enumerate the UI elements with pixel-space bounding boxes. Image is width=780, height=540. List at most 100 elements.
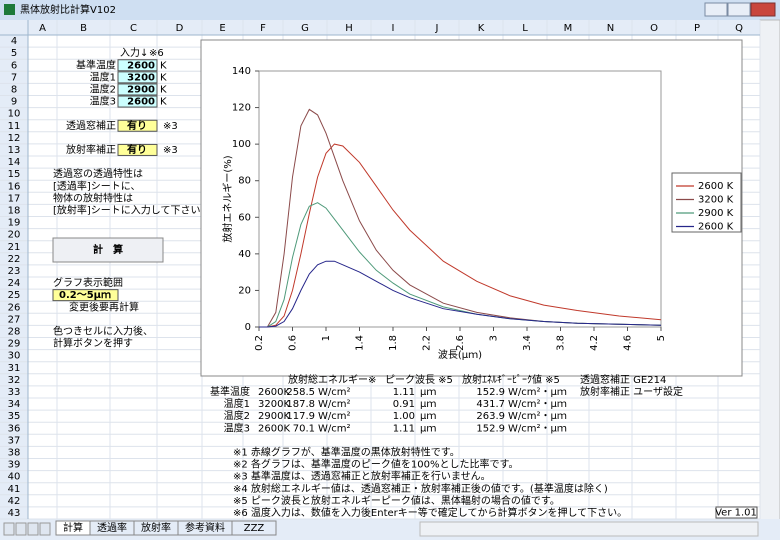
minimize-button[interactable] (704, 2, 728, 17)
sheet-tab[interactable] (231, 520, 277, 536)
results-header: 放射ｴﾈﾙｷﾞｰﾋﾟｰｸ値 ※5 (462, 373, 560, 386)
y-tick-label: 0 (245, 322, 251, 333)
y-tick-label: 140 (232, 66, 251, 77)
graph-range-value: 0.2～5μｍ (59, 290, 111, 301)
result-peak-value: 431.7 (476, 399, 505, 410)
column-letter: L (522, 23, 528, 34)
result-peak-value: 152.9 (476, 423, 505, 434)
tab-nav-button[interactable] (27, 522, 39, 536)
row-number: 24 (8, 278, 21, 289)
setting-label: 放射率補正 (66, 143, 116, 156)
setting-note: ※3 (163, 145, 178, 156)
input-cell[interactable] (117, 71, 158, 84)
legend-label: 2600 K (698, 222, 734, 233)
x-tick-label: 5 (656, 335, 667, 341)
x-tick-label: 1.8 (388, 335, 399, 351)
input-value: 2900 (127, 84, 155, 95)
result-temp: 2900K (258, 411, 290, 422)
column-letter: M (564, 23, 573, 34)
input-label: 基準温度 (76, 58, 116, 71)
result-name: 温度2 (224, 409, 250, 422)
input-cell[interactable] (117, 95, 158, 108)
maximize-button[interactable] (727, 2, 751, 17)
row-number: 38 (8, 447, 21, 458)
x-tick-label: 1 (321, 335, 332, 341)
input-unit: K (160, 97, 167, 108)
calc-button[interactable] (52, 237, 164, 263)
row-number: 18 (8, 205, 21, 216)
input-unit: K (160, 60, 167, 71)
result-temp: 3200K (258, 399, 290, 410)
setting-cell[interactable] (117, 119, 158, 132)
vertical-scrollbar[interactable] (759, 19, 780, 521)
instruction-text: [透過率]シートに、 (53, 179, 141, 192)
note-text: ※6 温度入力は、数値を入力後Enterキー等で確定してから計算ボタンを押して下… (233, 506, 627, 519)
setting-cell[interactable] (117, 143, 158, 156)
column-letter: I (392, 23, 395, 34)
input-label: 温度3 (90, 95, 116, 108)
row-number: 34 (8, 399, 21, 410)
tab-nav-button[interactable] (3, 522, 15, 536)
y-axis-title: 放射エネルギー(%) (221, 155, 234, 242)
column-letter: G (301, 23, 309, 34)
setting-note: ※3 (163, 121, 178, 132)
row-number: 12 (8, 133, 21, 144)
input-value: 2600 (127, 60, 155, 71)
x-tick-label: 3.8 (556, 335, 567, 351)
x-tick-label: 0.6 (288, 335, 299, 351)
graph-range-cell[interactable] (52, 289, 119, 302)
input-unit: K (160, 84, 167, 95)
row-number: 37 (8, 435, 21, 446)
input-cell[interactable] (117, 83, 158, 96)
tab-nav-button[interactable] (39, 522, 51, 536)
row-number: 17 (8, 193, 21, 204)
graph-range-label: グラフ表示範囲 (53, 276, 123, 289)
result-peak-wavelength-unit: μｍ (420, 387, 436, 398)
close-button[interactable] (750, 2, 776, 17)
row-number: 16 (8, 181, 21, 192)
calc-button-label: 計 算 (93, 243, 123, 256)
row-number: 5 (11, 48, 17, 59)
hint-text: 計算ボタンを押す (53, 337, 133, 350)
version-box (715, 506, 758, 519)
column-letter: Q (735, 23, 743, 34)
x-tick-label: 3 (489, 335, 500, 341)
y-tick-label: 40 (238, 249, 251, 260)
tab-nav-button[interactable] (15, 522, 27, 536)
result-peak-wavelength-unit: μｍ (420, 411, 436, 422)
result-peak-wavelength: 1.11 (393, 387, 415, 398)
row-number: 22 (8, 254, 21, 265)
input-header: 入力↓ (120, 46, 148, 59)
result-peak-wavelength: 0.91 (393, 399, 415, 410)
app-icon (4, 4, 15, 15)
column-letter: C (130, 23, 137, 34)
row-number: 11 (8, 121, 21, 132)
input-header-note: ※6 (149, 48, 164, 59)
result-peak-value-unit: W/cm²・μｍ (508, 411, 567, 422)
result-total-unit: W/cm² (318, 387, 351, 398)
version-label: Ver 1.01 (715, 508, 757, 519)
row-number: 13 (8, 145, 21, 156)
results-header: ピーク波長 ※5 (385, 373, 453, 386)
window-title: 黒体放射比計算V102 (20, 3, 116, 16)
input-cell[interactable] (117, 59, 158, 72)
result-total: 258.5 (286, 387, 315, 398)
title-bar (0, 0, 780, 20)
column-letter: P (694, 23, 700, 34)
row-number: 30 (8, 351, 21, 362)
horizontal-scrollbar[interactable] (419, 521, 759, 537)
note-text: ※5 ピーク波長と放射エネルギーピーク値は、黒体輻射の場合の値です。 (233, 494, 560, 507)
note-text: ※3 基準温度は、透過窓補正と放射率補正を行いません。 (233, 470, 491, 483)
row-number: 8 (11, 84, 17, 95)
row-number: 6 (11, 60, 17, 71)
result-total-unit: W/cm² (318, 399, 351, 410)
x-tick-label: 2.6 (455, 335, 466, 351)
sheet-tab-label: ZZZ (244, 523, 265, 534)
y-tick-label: 100 (232, 139, 251, 150)
row-number: 28 (8, 326, 21, 337)
row-number: 4 (11, 36, 17, 47)
note-text: ※1 赤線グラフが、基準温度の黒体放射特性です。 (233, 445, 460, 458)
column-letter: E (219, 23, 225, 34)
result-temp: 2600K (258, 423, 290, 434)
emissivity-setting: 放射率補正 ユーザ設定 (580, 385, 683, 398)
